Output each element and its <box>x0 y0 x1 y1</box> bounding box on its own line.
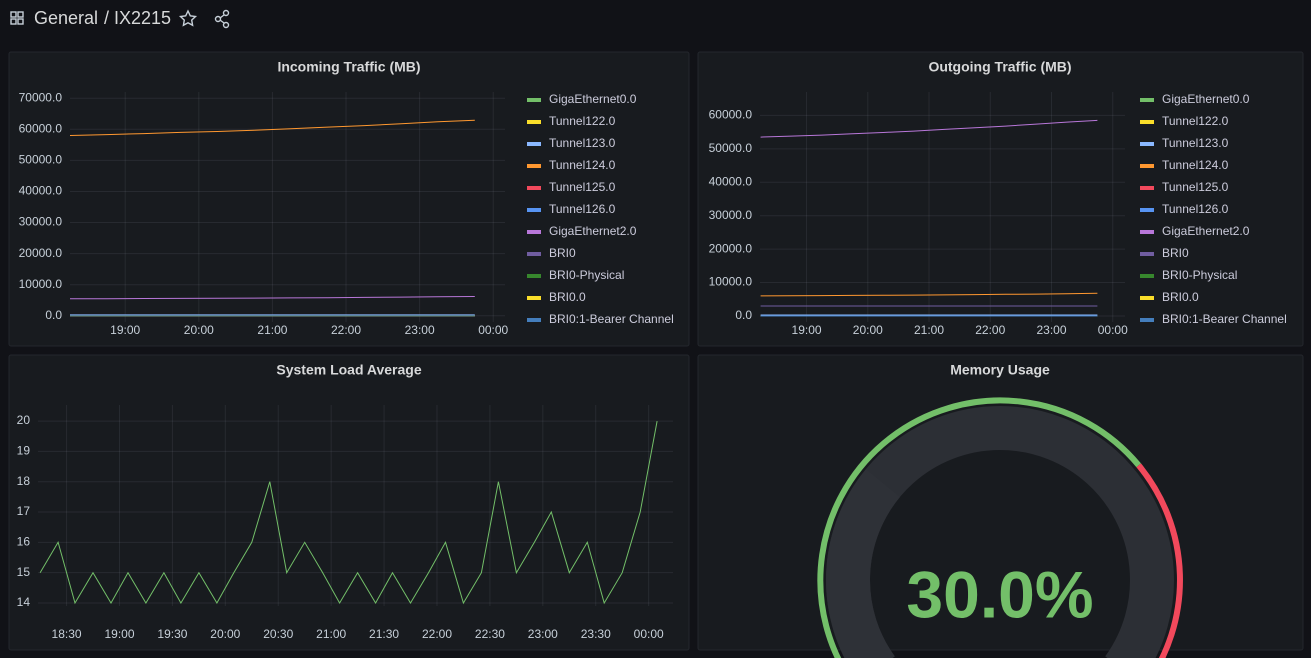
legend-label: Tunnel123.0 <box>1162 136 1229 150</box>
panel <box>697 51 1304 347</box>
legend-label: BRI0-Physical <box>549 268 624 282</box>
panel-title: Outgoing Traffic (MB) <box>928 59 1071 75</box>
panel-title: System Load Average <box>276 362 421 378</box>
legend-label: Tunnel125.0 <box>549 180 616 194</box>
x-tick-label: 22:00 <box>975 323 1005 337</box>
x-tick-label: 22:00 <box>331 323 361 337</box>
legend-label: Tunnel124.0 <box>1162 158 1229 172</box>
y-tick-label: 10000.0 <box>19 277 63 291</box>
legend-label: BRI0:1-Bearer Channel <box>549 312 674 326</box>
x-tick-label: 19:00 <box>104 627 134 641</box>
legend-label: BRI0 <box>549 246 576 260</box>
x-tick-label: 19:00 <box>110 323 140 337</box>
x-tick-label: 20:00 <box>853 323 883 337</box>
x-tick-label: 22:00 <box>422 627 452 641</box>
x-tick-label: 20:00 <box>184 323 214 337</box>
legend-label: BRI0-Physical <box>1162 268 1237 282</box>
panel <box>8 354 690 651</box>
y-tick-label: 10000.0 <box>709 275 753 289</box>
apps-icon[interactable] <box>10 11 24 25</box>
y-tick-label: 30000.0 <box>709 208 753 222</box>
x-tick-label: 00:00 <box>1098 323 1128 337</box>
legend-label: Tunnel122.0 <box>1162 114 1229 128</box>
y-tick-label: 30000.0 <box>19 215 63 229</box>
series-line <box>760 292 1098 297</box>
y-tick-label: 17 <box>17 504 31 518</box>
star-icon[interactable] <box>178 9 198 27</box>
legend-label: BRI0.0 <box>1162 290 1199 304</box>
legend-label: BRI0 <box>1162 246 1189 260</box>
folder-link[interactable]: General <box>34 8 98 28</box>
y-tick-label: 18 <box>17 474 31 488</box>
x-tick-label: 20:30 <box>263 627 293 641</box>
panel <box>8 51 690 347</box>
x-tick-label: 20:00 <box>210 627 240 641</box>
panel-title: Memory Usage <box>950 362 1050 378</box>
y-tick-label: 40000.0 <box>19 184 63 198</box>
gauge-value <box>826 469 901 658</box>
threshold-arc <box>1136 463 1183 658</box>
y-tick-label: 20000.0 <box>709 241 753 255</box>
x-tick-label: 21:30 <box>369 627 399 641</box>
x-tick-label: 19:00 <box>792 323 822 337</box>
y-tick-label: 60000.0 <box>709 108 753 122</box>
legend-label: GigaEthernet2.0 <box>549 224 637 238</box>
y-tick-label: 40000.0 <box>709 174 753 188</box>
legend-label: Tunnel123.0 <box>549 136 616 150</box>
legend-label: Tunnel126.0 <box>549 202 616 216</box>
series-line <box>39 421 658 605</box>
legend-label: BRI0.0 <box>549 290 586 304</box>
legend-label: BRI0:1-Bearer Channel <box>1162 312 1287 326</box>
y-tick-label: 14 <box>17 595 31 609</box>
series-line <box>760 119 1098 138</box>
series-line <box>70 296 475 300</box>
x-tick-label: 19:30 <box>157 627 187 641</box>
x-tick-label: 00:00 <box>634 627 664 641</box>
y-tick-label: 50000.0 <box>709 141 753 155</box>
x-tick-label: 18:30 <box>52 627 82 641</box>
y-tick-label: 20 <box>17 413 31 427</box>
legend-label: Tunnel122.0 <box>549 114 616 128</box>
legend-label: Tunnel126.0 <box>1162 202 1229 216</box>
y-tick-label: 19 <box>17 444 31 458</box>
x-tick-label: 23:00 <box>405 323 435 337</box>
share-icon[interactable] <box>214 9 230 29</box>
y-tick-label: 15 <box>17 565 31 579</box>
y-tick-label: 16 <box>17 535 31 549</box>
x-tick-label: 21:00 <box>316 627 346 641</box>
x-tick-label: 23:00 <box>528 627 558 641</box>
legend-label: GigaEthernet0.0 <box>549 92 637 106</box>
header: General / IX2215 <box>10 8 230 29</box>
series-line <box>69 119 475 136</box>
y-tick-label: 50000.0 <box>19 153 63 167</box>
dashboard-title[interactable]: / IX2215 <box>104 8 171 28</box>
legend-label: Tunnel125.0 <box>1162 180 1229 194</box>
y-tick-label: 0.0 <box>45 308 62 322</box>
x-tick-label: 21:00 <box>257 323 287 337</box>
legend-label: Tunnel124.0 <box>549 158 616 172</box>
x-tick-label: 23:00 <box>1036 323 1066 337</box>
x-tick-label: 00:00 <box>478 323 508 337</box>
y-tick-label: 60000.0 <box>19 121 63 135</box>
gauge-value-label: 30.0% <box>906 557 1093 631</box>
x-tick-label: 23:30 <box>581 627 611 641</box>
y-tick-label: 20000.0 <box>19 246 63 260</box>
x-tick-label: 22:30 <box>475 627 505 641</box>
threshold-base <box>817 397 1142 658</box>
panel-title: Incoming Traffic (MB) <box>277 59 420 75</box>
x-tick-label: 21:00 <box>914 323 944 337</box>
legend-label: GigaEthernet2.0 <box>1162 224 1250 238</box>
legend-label: GigaEthernet0.0 <box>1162 92 1250 106</box>
y-tick-label: 70000.0 <box>19 90 63 104</box>
y-tick-label: 0.0 <box>735 308 752 322</box>
